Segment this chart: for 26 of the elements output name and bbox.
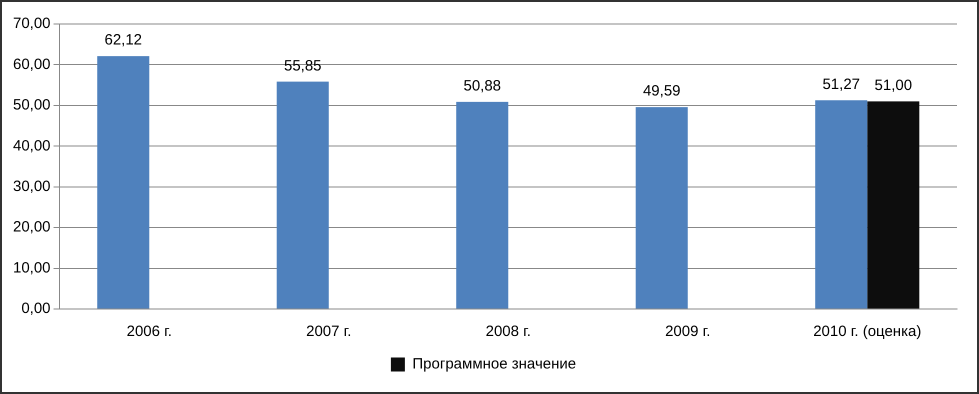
y-tick-label: 60,00 — [12, 56, 51, 73]
y-tick-label: 40,00 — [12, 137, 51, 154]
y-tick-label: 50,00 — [12, 96, 51, 114]
y-tick-label: 20,00 — [12, 218, 51, 236]
bar — [867, 101, 920, 308]
bar — [97, 56, 150, 308]
legend-label: Программное значение — [412, 356, 576, 373]
x-tick-label: 2007 г. — [306, 323, 352, 340]
data-label: 62,12 — [104, 32, 142, 49]
y-tick-label: 30,00 — [12, 178, 51, 195]
bar — [456, 102, 508, 308]
bar — [636, 107, 688, 308]
x-tick-label: 2008 г. — [486, 323, 531, 340]
data-label: 51,27 — [822, 76, 860, 93]
y-tick-label: 70,00 — [12, 15, 51, 32]
y-tick-label: 0,00 — [21, 300, 51, 318]
data-label: 50,88 — [463, 77, 502, 94]
x-tick-label: 2006 г. — [126, 323, 172, 340]
y-tick-label: 10,00 — [12, 259, 51, 276]
data-label: 51,00 — [874, 77, 912, 94]
data-label: 55,85 — [284, 57, 322, 74]
x-tick-label: 2009 г. — [665, 323, 710, 340]
bar — [276, 82, 329, 308]
x-tick-label: 2010 г. (оценка) — [813, 323, 922, 340]
data-label: 49,59 — [642, 82, 681, 100]
bar — [815, 100, 868, 308]
